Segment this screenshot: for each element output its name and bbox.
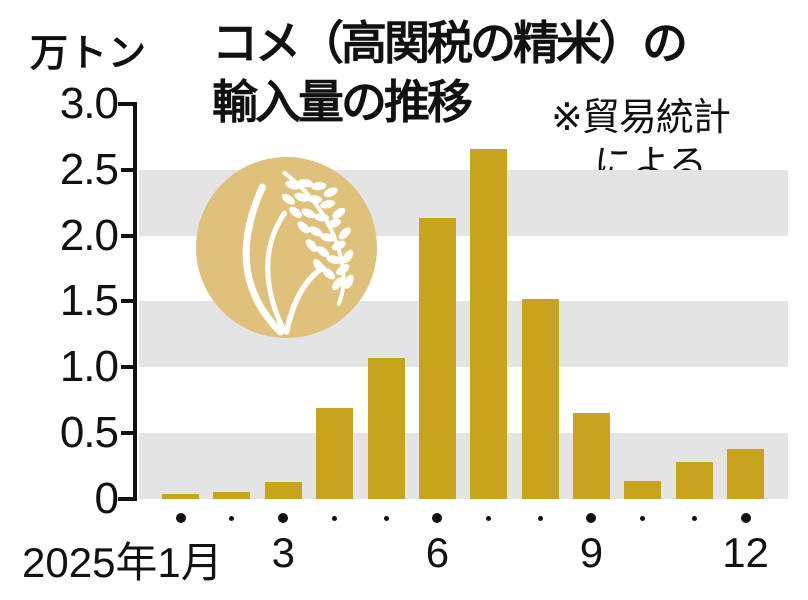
x-axis-label-month-6: 6 <box>425 529 450 576</box>
y-axis-label: 2.5 <box>59 144 119 194</box>
x-tick-dot-month-11 <box>691 515 697 521</box>
bar-month-10 <box>624 480 662 499</box>
x-tick-dot-month-4 <box>332 515 338 521</box>
source-note-line1: ※貿易統計 <box>551 97 731 139</box>
y-axis-unit-label: 万トン <box>30 33 148 75</box>
x-tick-dot-month-3 <box>278 513 289 523</box>
chart-title: コメ（高関税の精米）の 輸入量の推移 <box>212 14 688 132</box>
bar-month-3 <box>264 481 302 499</box>
x-tick-dot-month-7 <box>486 515 492 521</box>
y-axis-label: 3.0 <box>59 78 119 128</box>
x-tick-dot-month-2 <box>229 515 235 521</box>
bar-month-11 <box>675 462 713 499</box>
y-axis-label: 0 <box>94 474 119 523</box>
x-tick-dot-month-10 <box>640 515 646 521</box>
y-axis-tick <box>121 167 137 172</box>
chart-title-line1: コメ（高関税の精米）の <box>212 17 688 69</box>
x-axis-label-start: 2025年1月 <box>22 539 223 586</box>
chart-title-line2: 輸入量の推移 <box>212 76 473 128</box>
rice-plant-icon-svg <box>196 157 377 338</box>
x-tick-dot-month-9 <box>586 513 597 523</box>
y-axis-tick <box>121 233 137 238</box>
y-axis-tick <box>121 299 137 304</box>
bar-month-9 <box>572 413 610 499</box>
bar-month-12 <box>727 448 765 499</box>
x-axis-label-month-12: 12 <box>722 529 769 576</box>
y-axis-tick <box>121 365 137 370</box>
x-axis-label-month-9: 9 <box>579 529 604 576</box>
y-axis-label: 1.5 <box>59 276 119 326</box>
x-axis-label-month-3: 3 <box>271 529 295 576</box>
y-axis-tick <box>118 101 137 106</box>
x-tick-dot-month-6 <box>432 513 443 523</box>
bar-month-1 <box>162 493 200 499</box>
y-axis-label: 1.0 <box>59 342 119 392</box>
bar-month-7 <box>470 148 508 499</box>
x-tick-dot-month-8 <box>537 515 543 521</box>
x-tick-dot-month-1 <box>175 513 186 523</box>
bar-month-4 <box>316 408 354 499</box>
bar-month-5 <box>367 358 405 499</box>
y-axis-label: 0.5 <box>59 408 119 458</box>
y-axis-label: 2.0 <box>59 210 119 260</box>
y-axis-tick <box>121 431 137 436</box>
bar-month-2 <box>213 492 251 499</box>
bar-month-6 <box>418 218 456 499</box>
x-tick-dot-month-5 <box>383 515 389 521</box>
y-axis-tick <box>118 497 137 501</box>
bar-month-8 <box>521 298 559 499</box>
rice-plant-icon <box>196 157 377 338</box>
x-tick-dot-month-12 <box>740 513 751 523</box>
